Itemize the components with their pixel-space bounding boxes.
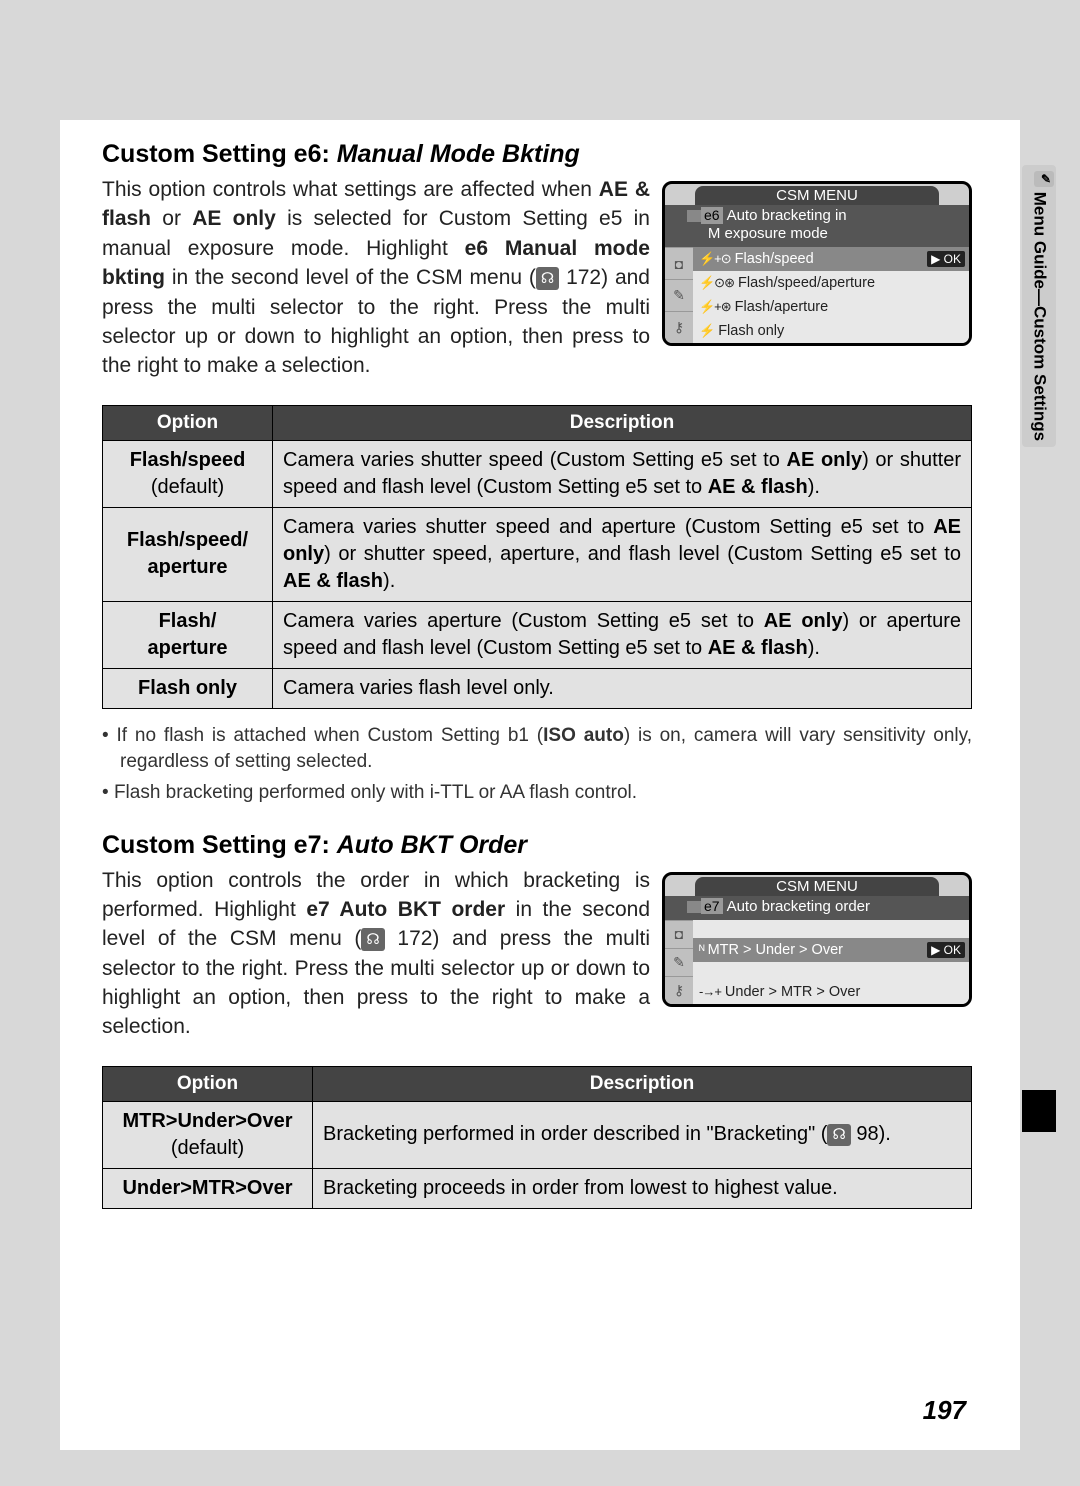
e6-heading-prefix: Custom Setting e6: bbox=[102, 140, 337, 168]
e7-options-table: Option Description MTR>Under>Over(defaul… bbox=[102, 1066, 972, 1209]
option-cell: MTR>Under>Over(default) bbox=[103, 1101, 313, 1168]
th-option: Option bbox=[103, 405, 273, 440]
play-icon bbox=[687, 901, 701, 913]
camera-icon: ◘ bbox=[665, 247, 693, 279]
page-number: 197 bbox=[923, 1395, 966, 1426]
e6-heading: Custom Setting e6: Manual Mode Bkting bbox=[102, 140, 972, 169]
lcd-title: CSM MENU bbox=[695, 186, 939, 205]
option-cell: Under>MTR>Over bbox=[103, 1168, 313, 1208]
e7-lcd-screenshot: CSM MENU e7Auto bracketing order ◘ ✎ ⚷ ᴺ… bbox=[662, 872, 972, 1007]
description-cell: Camera varies aperture (Custom Setting e… bbox=[273, 601, 972, 668]
e7-heading-title: Auto BKT Order bbox=[337, 831, 527, 859]
lcd-option-list: ᴺ MTR > Under > Over▶ OK -→+ Under > MTR … bbox=[693, 920, 969, 1004]
option-cell: Flash only bbox=[103, 668, 273, 708]
lcd-sub-line2: M exposure mode bbox=[708, 225, 828, 242]
lcd-option: ⚡+⊙ Flash/speed▶ OK bbox=[693, 247, 969, 271]
lcd-code: e6 bbox=[701, 207, 723, 224]
side-tab: ✎ Menu Guide—Custom Settings bbox=[1022, 165, 1056, 447]
lcd-option-list: ⚡+⊙ Flash/speed▶ OK⚡⊙⊛ Flash/speed/apert… bbox=[693, 247, 969, 343]
e6-heading-title: Manual Mode Bkting bbox=[337, 140, 580, 168]
e7-heading: Custom Setting e7: Auto BKT Order bbox=[102, 831, 972, 860]
th-description: Description bbox=[313, 1066, 972, 1101]
key-icon: ⚷ bbox=[665, 976, 693, 1004]
lcd-option: ⚡ Flash only bbox=[693, 319, 969, 343]
play-icon bbox=[687, 210, 701, 222]
e7-heading-prefix: Custom Setting e7: bbox=[102, 831, 337, 859]
lcd-sub-line1: Auto bracketing order bbox=[727, 898, 870, 915]
lcd-title: CSM MENU bbox=[695, 877, 939, 896]
e6-options-table: Option Description Flash/speed(default)C… bbox=[102, 405, 972, 709]
lcd-option: ⚡⊙⊛ Flash/speed/aperture bbox=[693, 271, 969, 295]
pencil-icon: ✎ bbox=[1034, 171, 1054, 187]
option-cell: Flash/speed/aperture bbox=[103, 507, 273, 601]
lcd-side-icons: ◘ ✎ ⚷ bbox=[665, 247, 693, 343]
th-option: Option bbox=[103, 1066, 313, 1101]
lcd-option: -→+ Under > MTR > Over bbox=[693, 980, 969, 1004]
pencil2-icon: ✎ bbox=[665, 279, 693, 311]
description-cell: Camera varies shutter speed and aperture… bbox=[273, 507, 972, 601]
lcd-sub-line1: Auto bracketing in bbox=[727, 207, 847, 224]
lcd-option: ᴺ MTR > Under > Over▶ OK bbox=[693, 938, 969, 962]
pencil2-icon: ✎ bbox=[665, 948, 693, 976]
note-item: Flash bracketing performed only with i-T… bbox=[102, 780, 972, 807]
manual-page: Custom Setting e6: Manual Mode Bkting CS… bbox=[60, 120, 1020, 1450]
side-tab-text: Menu Guide—Custom Settings bbox=[1031, 192, 1050, 441]
option-cell: Flash/speed(default) bbox=[103, 440, 273, 507]
th-description: Description bbox=[273, 405, 972, 440]
description-cell: Camera varies flash level only. bbox=[273, 668, 972, 708]
description-cell: Camera varies shutter speed (Custom Sett… bbox=[273, 440, 972, 507]
e6-notes-list: If no flash is attached when Custom Sett… bbox=[102, 723, 972, 807]
option-cell: Flash/aperture bbox=[103, 601, 273, 668]
lcd-subtitle: e7Auto bracketing order bbox=[665, 896, 969, 920]
lcd-side-icons: ◘ ✎ ⚷ bbox=[665, 920, 693, 1004]
thumb-index-tab bbox=[1022, 1090, 1056, 1132]
key-icon: ⚷ bbox=[665, 311, 693, 343]
description-cell: Bracketing proceeds in order from lowest… bbox=[313, 1168, 972, 1208]
e6-lcd-screenshot: CSM MENU e6Auto bracketing in M exposure… bbox=[662, 181, 972, 346]
lcd-option: ⚡+⊛ Flash/aperture bbox=[693, 295, 969, 319]
description-cell: Bracketing performed in order described … bbox=[313, 1101, 972, 1168]
camera-icon: ◘ bbox=[665, 920, 693, 948]
note-item: If no flash is attached when Custom Sett… bbox=[102, 723, 972, 776]
lcd-code: e7 bbox=[701, 898, 723, 915]
lcd-subtitle: e6Auto bracketing in M exposure mode bbox=[665, 205, 969, 247]
